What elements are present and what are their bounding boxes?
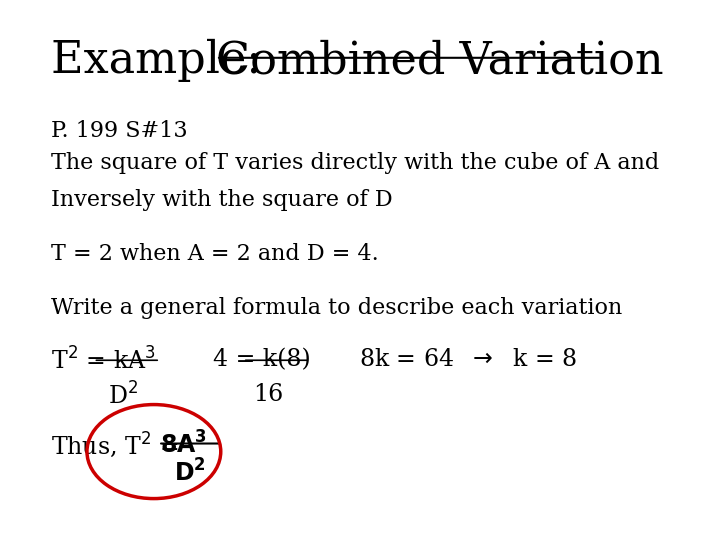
Text: D$^2$: D$^2$	[109, 383, 138, 410]
Text: $\mathbf{D^2}$: $\mathbf{D^2}$	[174, 459, 206, 487]
Text: 4 = k(8): 4 = k(8)	[213, 348, 311, 371]
Text: $\mathbf{8A^3}$: $\mathbf{8A^3}$	[160, 431, 207, 458]
Text: The square of T varies directly with the cube of A and: The square of T varies directly with the…	[51, 152, 660, 174]
Text: T$^2$ = kA$^3$: T$^2$ = kA$^3$	[51, 348, 156, 375]
Text: Thus, T$^2$ =: Thus, T$^2$ =	[51, 431, 181, 461]
Text: 16: 16	[253, 383, 284, 406]
Text: Inversely with the square of D: Inversely with the square of D	[51, 190, 393, 212]
Text: Example:: Example:	[51, 39, 276, 82]
Text: T = 2 when A = 2 and D = 4.: T = 2 when A = 2 and D = 4.	[51, 243, 379, 265]
Text: P. 199 S#13: P. 199 S#13	[51, 119, 188, 141]
Text: Write a general formula to describe each variation: Write a general formula to describe each…	[51, 297, 622, 319]
Text: Combined Variation: Combined Variation	[216, 39, 664, 82]
Text: 8k = 64  $\rightarrow$  k = 8: 8k = 64 $\rightarrow$ k = 8	[359, 348, 577, 371]
